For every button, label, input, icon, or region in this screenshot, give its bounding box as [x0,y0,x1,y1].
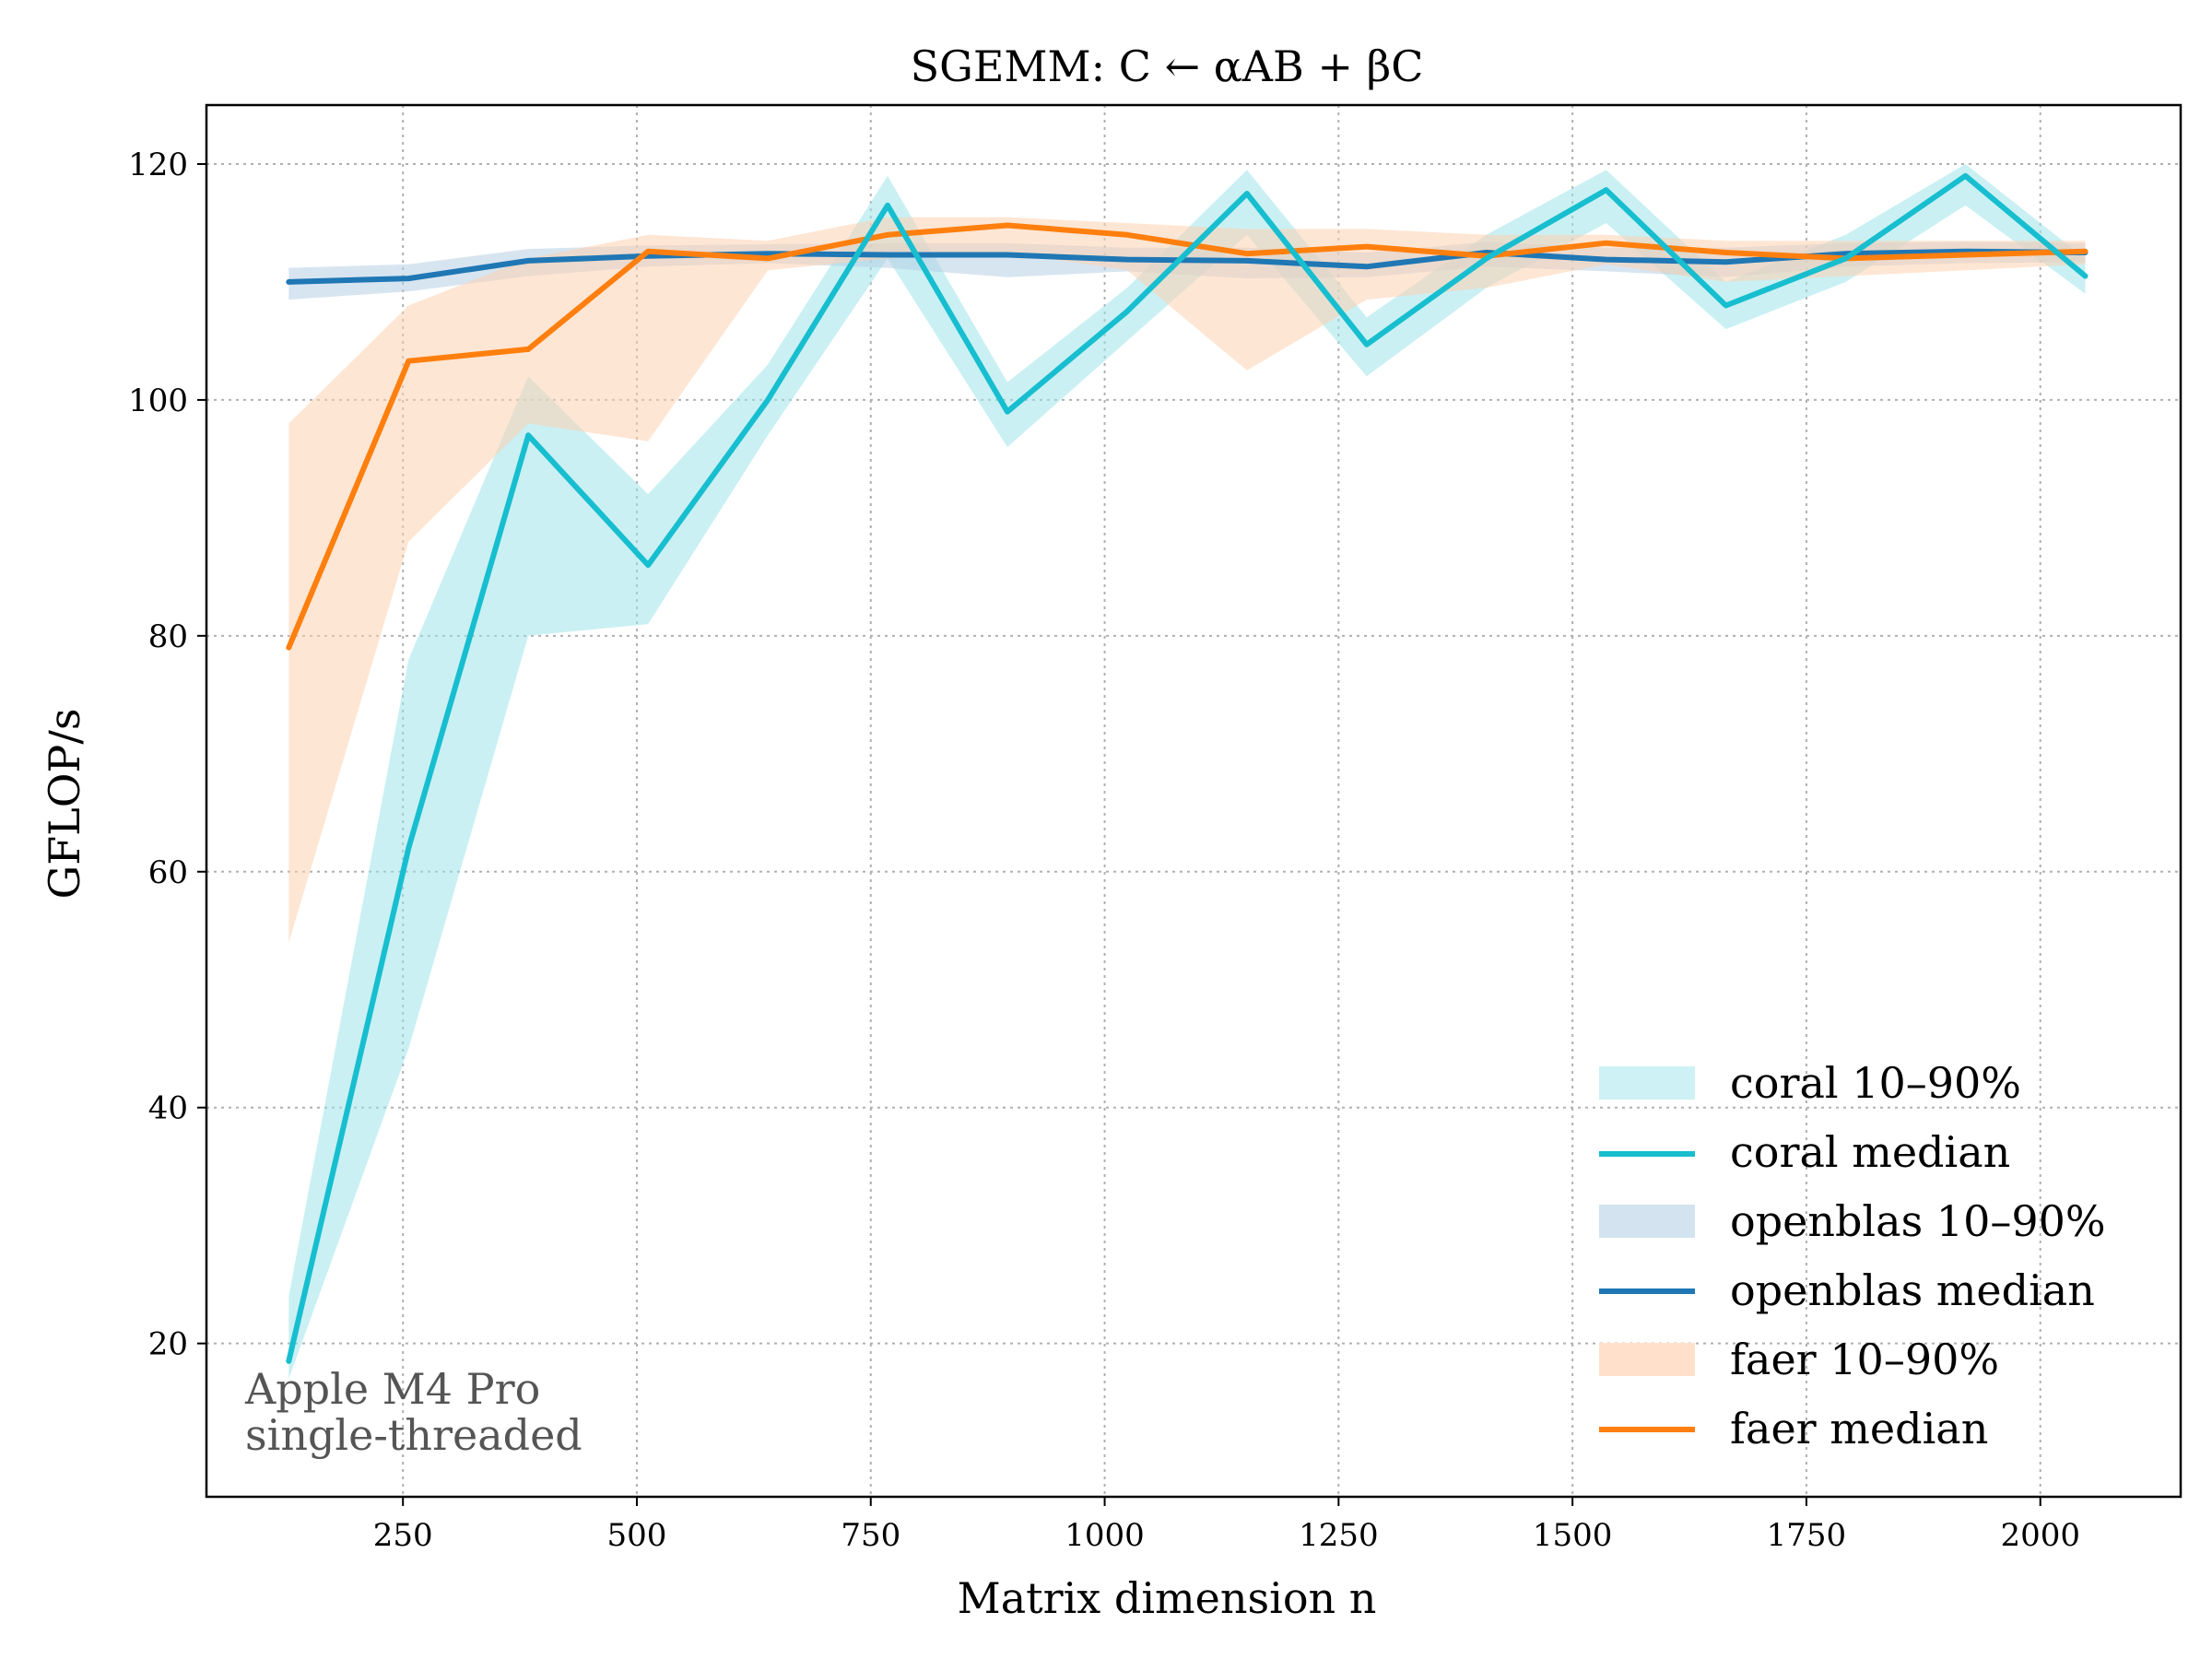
legend-label-coral-band: coral 10–90% [1730,1058,2021,1108]
y-tick-label: 80 [148,618,188,655]
tick-layer: 250 500 750 1000 1250 1500 1750 2000 20 40 60 80 100… [128,147,2080,1554]
y-tick-label: 20 [148,1326,188,1363]
y-axis-label: GFLOP/s [40,709,89,900]
legend-label-openblas-band: openblas 10–90% [1730,1196,2106,1246]
x-tick-label: 500 [607,1517,667,1554]
legend-label-openblas-median: openblas median [1730,1265,2095,1315]
coral-median-line [286,172,2088,1364]
x-axis-label: Matrix dimension n [958,1573,1377,1623]
legend-label-coral-median: coral median [1730,1127,2010,1177]
legend-swatch-coral-band [1599,1066,1695,1100]
legend-swatch-openblas-band [1599,1205,1695,1238]
y-tick-label: 60 [148,854,188,891]
y-tick-label: 120 [128,147,188,183]
hardware-annotation: Apple M4 Pro [244,1364,540,1414]
x-tick-label: 750 [841,1517,900,1554]
threading-annotation: single-threaded [245,1410,582,1460]
y-tick-label: 40 [148,1090,188,1127]
y-tick-label: 100 [128,382,188,419]
legend-label-faer-median: faer median [1730,1404,1988,1453]
x-tick-label: 1750 [1767,1517,1847,1554]
chart-title: SGEMM: C ← αAB + βC [911,41,1424,91]
x-tick-label: 1500 [1533,1517,1613,1554]
x-tick-label: 1000 [1065,1517,1145,1554]
legend: coral 10–90% coral median openblas 10–90… [1599,1058,2106,1453]
x-tick-label: 250 [373,1517,433,1554]
plot-frame [205,103,2183,1499]
legend-swatch-faer-band [1599,1343,1695,1376]
grid-layer [206,105,2181,1497]
coral-band [288,164,2086,1379]
x-tick-label: 2000 [2000,1517,2080,1554]
faer-median-line [286,222,2088,651]
line-layer [286,172,2088,1364]
x-tick-label: 1250 [1299,1517,1379,1554]
faer-band [288,217,2086,943]
legend-label-faer-band: faer 10–90% [1730,1335,1999,1384]
